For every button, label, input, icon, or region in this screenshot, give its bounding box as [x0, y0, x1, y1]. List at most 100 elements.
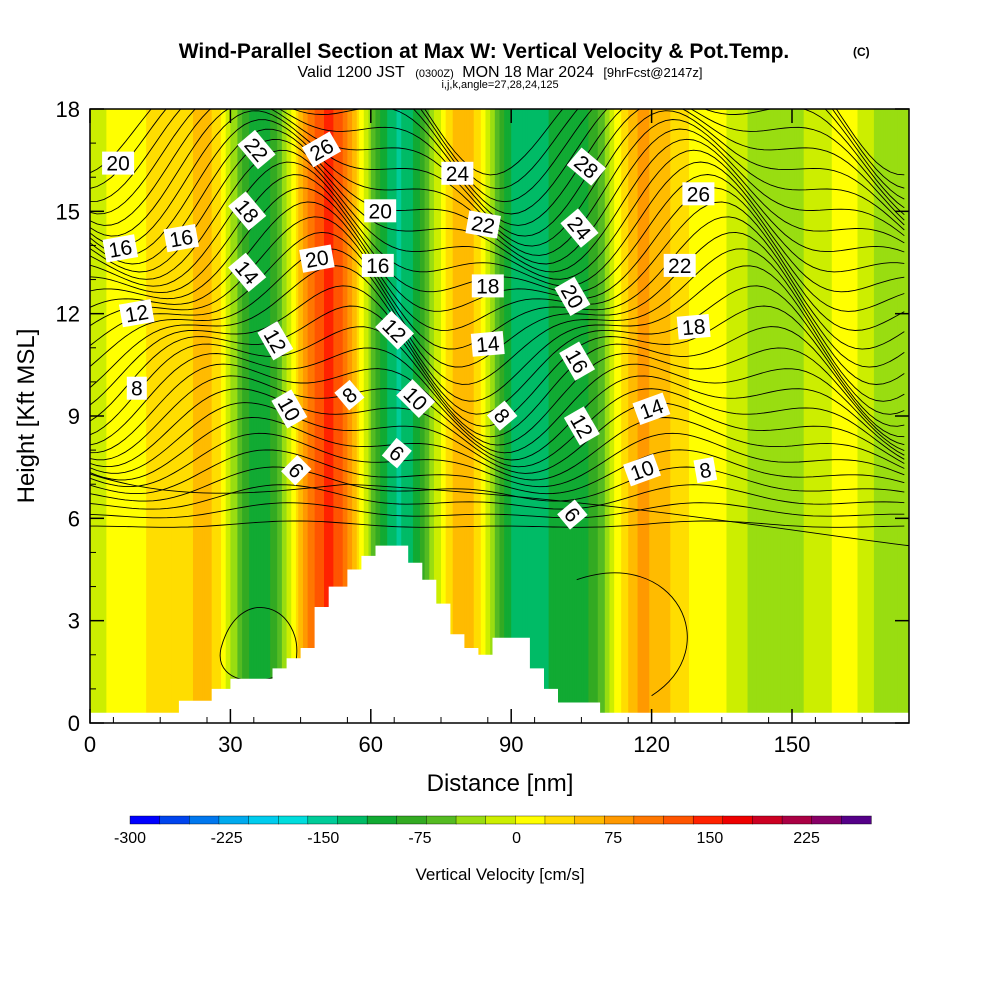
velocity-column — [824, 109, 828, 723]
velocity-column — [792, 109, 795, 723]
velocity-column — [686, 109, 690, 723]
velocity-column — [880, 109, 884, 723]
velocity-column — [188, 109, 192, 723]
velocity-column — [630, 109, 634, 723]
contour-label: 16 — [361, 253, 394, 278]
velocity-column — [195, 109, 199, 723]
colorbar-swatch — [574, 815, 605, 825]
theta-contour-line — [90, 432, 905, 488]
velocity-column — [632, 109, 636, 723]
theta-contour-line — [90, 265, 905, 402]
velocity-column — [635, 109, 639, 723]
velocity-column — [143, 109, 147, 723]
velocity-column — [401, 109, 405, 723]
x-tick-label: 120 — [633, 732, 670, 757]
velocity-column — [328, 109, 332, 723]
velocity-column — [548, 109, 552, 723]
subtitle-valid: Valid 1200 JST — [297, 64, 405, 81]
velocity-column — [607, 109, 611, 723]
velocity-column — [866, 109, 870, 723]
y-tick-label: 3 — [68, 609, 80, 634]
velocity-column — [483, 109, 487, 723]
y-tick-label: 18 — [56, 97, 80, 122]
velocity-column — [602, 109, 606, 723]
velocity-column — [742, 109, 746, 723]
velocity-column — [382, 109, 386, 723]
colorbar-swatch — [189, 815, 220, 825]
velocity-column — [796, 109, 800, 723]
theta-contour-line — [90, 347, 905, 446]
contour-label: 14 — [470, 331, 505, 357]
y-tick-label: 6 — [68, 506, 80, 531]
velocity-column — [167, 109, 171, 723]
velocity-column — [843, 109, 847, 723]
contour-label-text: 16 — [366, 255, 389, 278]
velocity-column — [541, 109, 545, 723]
velocity-column — [218, 109, 222, 723]
contour-label: 22 — [237, 129, 276, 170]
contour-label-text: 14 — [475, 332, 501, 357]
theta-contour-line — [90, 449, 905, 495]
x-tick-label: 60 — [359, 732, 383, 757]
velocity-column — [710, 109, 714, 723]
velocity-column — [803, 109, 807, 723]
velocity-column — [265, 109, 269, 723]
velocity-column — [735, 109, 739, 723]
velocity-column — [834, 109, 838, 723]
velocity-column — [752, 109, 756, 723]
velocity-column — [171, 109, 175, 723]
velocity-column — [111, 109, 114, 723]
colorbar-label: Vertical Velocity [cm/s] — [415, 865, 584, 884]
velocity-column — [618, 109, 622, 723]
velocity-column — [160, 109, 164, 723]
contour-label: 12 — [118, 299, 155, 328]
contour-label-box — [465, 210, 501, 239]
velocity-column — [410, 109, 414, 723]
velocity-column — [326, 109, 330, 723]
velocity-column — [176, 109, 180, 723]
velocity-column — [787, 109, 791, 723]
contour-label: 20 — [364, 199, 397, 223]
contour-label-box — [682, 182, 715, 206]
colorbar-swatch — [604, 815, 635, 825]
velocity-column — [679, 109, 683, 723]
velocity-column — [347, 109, 351, 723]
contour-label-box — [257, 321, 294, 361]
colorbar-swatch — [485, 815, 516, 825]
velocity-column — [714, 109, 718, 723]
colorbar-swatch — [841, 815, 872, 825]
velocity-column — [890, 109, 894, 723]
contour-label-box — [381, 437, 412, 469]
theta-contour-line — [90, 484, 905, 510]
contour-label-box — [623, 453, 661, 487]
contour-label: 16 — [102, 234, 139, 263]
velocity-column — [590, 109, 594, 723]
velocity-column — [712, 109, 716, 723]
velocity-column — [476, 109, 480, 723]
contour-label-box — [559, 341, 596, 381]
velocity-column — [209, 109, 213, 723]
velocity-column — [848, 109, 852, 723]
theta-contour-line — [90, 417, 905, 481]
chart-subtitle: Valid 1200 JST (0300Z) MON 18 Mar 2024 [… — [297, 64, 702, 81]
velocity-column — [749, 109, 753, 723]
velocity-column — [885, 109, 889, 723]
velocity-column — [857, 109, 861, 723]
velocity-column — [529, 109, 533, 723]
contour-label-box — [470, 331, 505, 357]
contour-label: 14 — [632, 392, 671, 426]
contour-label-box — [471, 274, 504, 298]
velocity-column — [543, 109, 547, 723]
contour-label-box — [163, 224, 199, 253]
velocity-column — [782, 109, 786, 723]
velocity-column — [817, 109, 821, 723]
velocity-column — [873, 109, 877, 723]
contour-label: 18 — [471, 274, 504, 298]
velocity-column — [770, 109, 774, 723]
velocity-column — [359, 109, 363, 723]
velocity-column — [565, 109, 568, 723]
chart-title: Wind-Parallel Section at Max W: Vertical… — [179, 40, 790, 63]
velocity-column — [457, 109, 461, 723]
colorbar-tick-label: 225 — [793, 830, 820, 847]
